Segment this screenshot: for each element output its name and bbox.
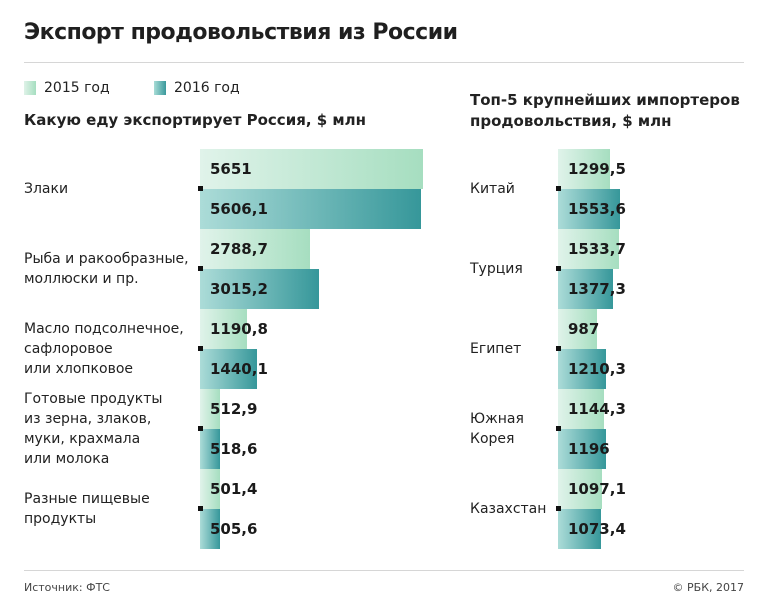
category-label-line: Китай [470,181,515,197]
category-label-line: сафлоровое [24,341,113,357]
divider [24,62,744,63]
value-label-2015: 1533,7 [568,240,626,258]
bar-2015 [200,149,423,189]
category-label: Южная Корея [470,409,550,449]
category-label-line: моллюски и пр. [24,271,139,287]
axis-marker [556,186,561,191]
category-label-line: Злаки [24,181,69,197]
axis-marker [198,506,203,511]
value-label-2016: 505,6 [210,520,258,538]
bar-2016 [558,429,606,469]
source-note: Источник: ФТС [24,581,110,594]
bar-2016 [200,509,220,549]
category-label-line: или молока [24,451,110,467]
category-label-line: из зерна, злаков, [24,411,152,427]
category-label: Разные пищевые продукты [24,489,194,529]
value-label-2015: 1144,3 [568,400,626,418]
bar-2015 [558,389,604,429]
right-title-line: Топ-5 крупнейших импортеров [470,91,740,109]
bar-2016 [558,509,601,549]
value-label-2016: 1377,3 [568,280,626,298]
bar-2016 [200,349,257,389]
category-label-line: продукты [24,511,97,527]
category-label-line: Казахстан [470,501,547,517]
bar-2015 [558,469,602,509]
legend-swatch-2015 [24,81,36,95]
bar-2016 [558,269,613,309]
value-label-2016: 3015,2 [210,280,268,298]
bar-2016 [200,269,319,309]
axis-marker [198,426,203,431]
value-label-2015: 1190,8 [210,320,268,338]
bar-2015 [200,229,311,269]
right-title-line: продовольствия, $ млн [470,112,672,130]
value-label-2016: 5606,1 [210,200,268,218]
bar-2016 [558,189,620,229]
value-label-2016: 1553,6 [568,200,626,218]
axis-marker [556,346,561,351]
right-chart-title: Топ-5 крупнейших импортеров продовольстви… [470,90,740,132]
category-label: Злаки [24,179,194,199]
page-title: Экспорт продовольствия из России [24,20,458,45]
axis-marker [556,426,561,431]
category-label-line: Турция [470,261,523,277]
legend-label-2016: 2016 год [174,80,240,96]
footer-divider [24,570,744,571]
category-label: Рыба и ракообразные, моллюски и пр. [24,249,194,289]
axis-marker [556,506,561,511]
axis-marker [198,186,203,191]
value-label-2016: 1196 [568,440,610,458]
bar-2016 [200,189,422,229]
legend-2015: 2015 год [24,80,110,96]
category-label: Китай [470,179,550,199]
category-label: Египет [470,339,550,359]
category-label-line: Готовые продукты [24,391,163,407]
category-label-line: Корея [470,431,515,447]
value-label-2015: 5651 [210,160,252,178]
bar-2015 [558,149,610,189]
category-label: Казахстан [470,499,550,519]
bar-2015 [200,309,247,349]
axis-marker [198,266,203,271]
value-label-2016: 518,6 [210,440,258,458]
axis-marker [198,346,203,351]
bar-2015 [558,309,598,349]
value-label-2016: 1210,3 [568,360,626,378]
value-label-2015: 1097,1 [568,480,626,498]
legend-swatch-2016 [154,81,166,95]
value-label-2016: 1440,1 [210,360,268,378]
bar-2015 [200,469,220,509]
bar-2015 [558,229,620,269]
bar-2016 [200,429,221,469]
category-label-line: Египет [470,341,522,357]
category-label-line: Масло подсолнечное, [24,321,184,337]
category-label: Готовые продукты из зерна, злаков, муки, к… [24,389,194,469]
left-chart-title: Какую еду экспортирует Россия, $ млн [24,111,367,129]
category-label: Турция [470,259,550,279]
value-label-2015: 1299,5 [568,160,626,178]
axis-marker [556,266,561,271]
copyright: © РБК, 2017 [672,581,744,594]
bar-2015 [200,389,221,429]
category-label-line: или хлопковое [24,361,133,377]
value-label-2015: 512,9 [210,400,258,418]
value-label-2015: 2788,7 [210,240,268,258]
category-label-line: Разные пищевые [24,491,150,507]
legend-label-2015: 2015 год [44,80,110,96]
value-label-2016: 1073,4 [568,520,626,538]
bar-2016 [558,349,607,389]
category-label-line: муки, крахмала [24,431,141,447]
category-label-line: Рыба и ракообразные, [24,251,189,267]
category-label: Масло подсолнечное, сафлоровое или хлопков… [24,319,194,379]
category-label-line: Южная [470,411,524,427]
value-label-2015: 987 [568,320,600,338]
legend-2016: 2016 год [154,80,240,96]
value-label-2015: 501,4 [210,480,258,498]
